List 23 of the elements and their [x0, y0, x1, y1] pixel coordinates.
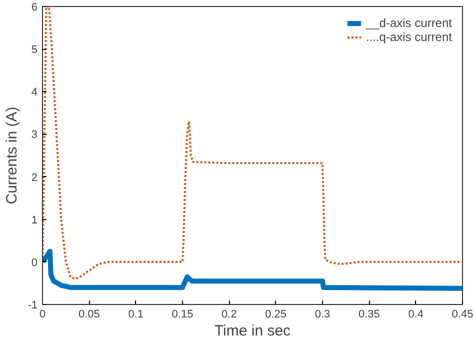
y-tick-label: 5 — [31, 44, 38, 56]
y-axis-title: Currents in (A) — [4, 106, 21, 204]
y-tick-label: 0 — [31, 256, 38, 269]
x-tick-label: 0.05 — [78, 308, 100, 320]
y-tick-label: -1 — [28, 300, 38, 312]
line-series — [42, 6, 462, 280]
legend-label: ....q-axis current — [366, 30, 452, 44]
x-tick-label: 0.45 — [452, 308, 474, 320]
x-tick-label: 0.25 — [265, 308, 287, 320]
y-tick-label: 6 — [31, 2, 38, 14]
y-tick-label: 2 — [31, 172, 38, 184]
x-tick-label: 0.35 — [358, 308, 380, 320]
y-tick-label: 1 — [31, 214, 38, 226]
y-tick-label: 3 — [31, 129, 38, 142]
x-tick-label: 0.1 — [128, 308, 144, 320]
x-tick-label: 0.4 — [408, 308, 424, 320]
x-tick-label: 0.3 — [314, 308, 330, 320]
x-axis-title: Time in sec — [214, 322, 292, 340]
y-tick-label: 4 — [31, 86, 38, 99]
x-tick-label: 0.2 — [222, 308, 237, 320]
legend-label: __d-axis current — [366, 16, 452, 30]
x-tick-label: 0 — [39, 308, 46, 320]
x-tick-label: 0.15 — [172, 308, 194, 320]
